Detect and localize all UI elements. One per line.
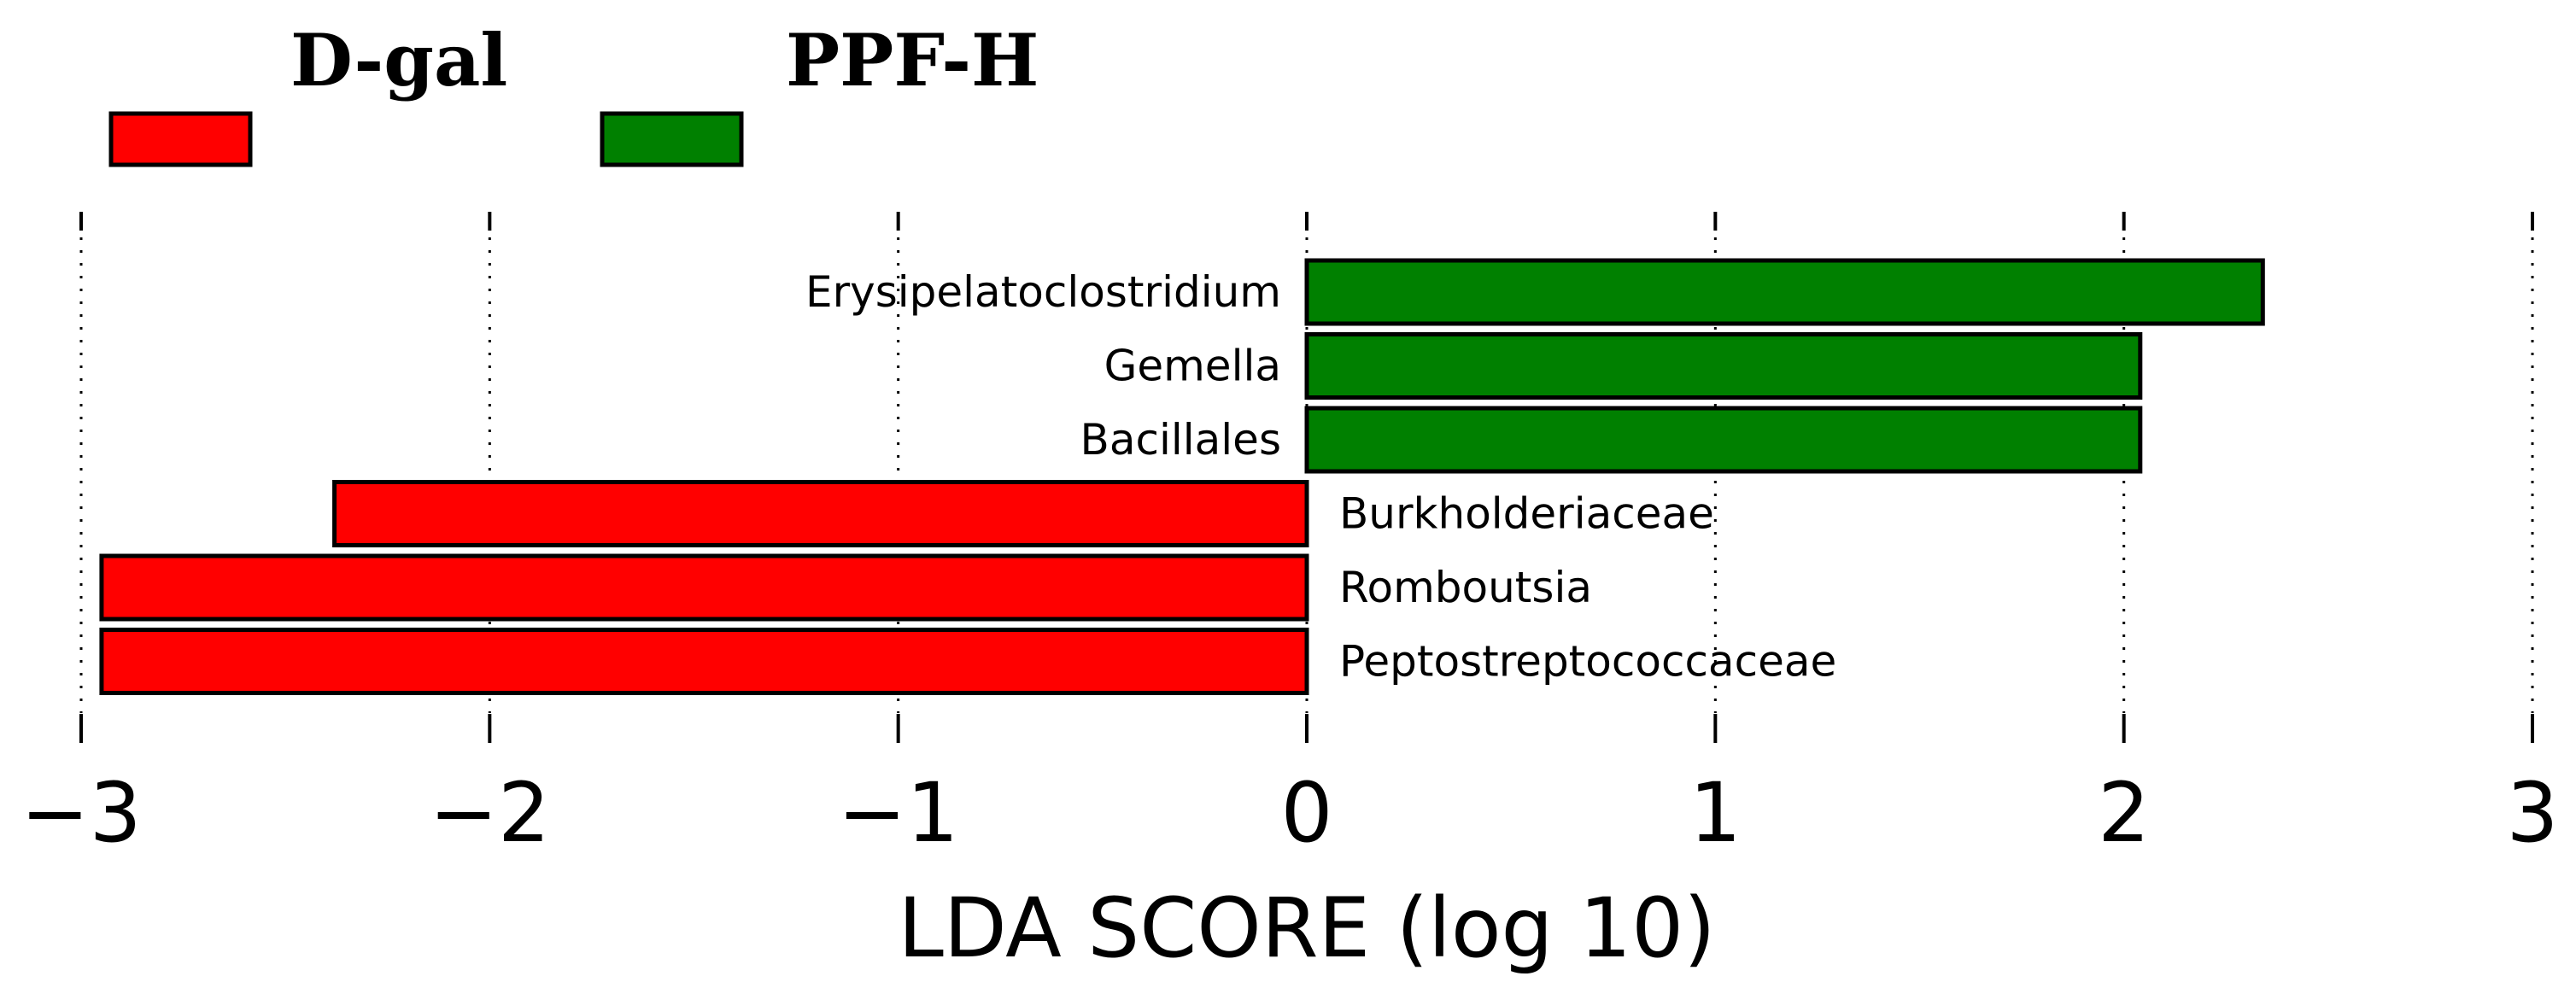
x-axis: −3 −2 −1 0 1 2 3 LDA SCORE (log 10) xyxy=(20,212,2559,976)
legend-swatch-ppf-h xyxy=(600,111,744,167)
bar-bacillales xyxy=(1304,406,2143,474)
x-tick-label: −2 xyxy=(430,765,551,861)
bars xyxy=(99,258,2265,695)
x-tick-label: 0 xyxy=(1280,765,1332,861)
x-tick-label: −3 xyxy=(20,765,142,861)
legend-label-ppf-h: PPF-H xyxy=(786,18,1039,102)
bar-erysipelatoclostridium xyxy=(1304,258,2265,326)
bar-label-erysipelatoclostridium: Erysipelatoclostridium xyxy=(805,267,1281,317)
legend: D-gal PPF-H xyxy=(108,18,1039,167)
bar-label-peptostreptococcaceae: Peptostreptococcaceae xyxy=(1339,637,1836,687)
bar-gemella xyxy=(1304,332,2143,400)
legend-label-d-gal: D-gal xyxy=(290,18,507,102)
x-tick-label: −1 xyxy=(838,765,959,861)
x-tick-label: 3 xyxy=(2506,765,2558,861)
bar-label-burkholderiaceae: Burkholderiaceae xyxy=(1339,489,1714,539)
bar-label-bacillales: Bacillales xyxy=(1080,415,1281,465)
bar-label-gemella: Gemella xyxy=(1104,342,1281,391)
bar-burkholderiaceae xyxy=(332,480,1309,547)
bar-label-romboutsia: Romboutsia xyxy=(1339,563,1592,612)
x-tick-label: 1 xyxy=(1689,765,1742,861)
legend-swatch-d-gal xyxy=(108,111,253,167)
bar-peptostreptococcaceae xyxy=(99,628,1309,695)
x-axis-label: LDA SCORE (log 10) xyxy=(898,880,1715,976)
bar-romboutsia xyxy=(99,553,1309,622)
bar-labels: Erysipelatoclostridium Gemella Bacillales B… xyxy=(805,267,1836,687)
x-tick-label: 2 xyxy=(2098,765,2150,861)
